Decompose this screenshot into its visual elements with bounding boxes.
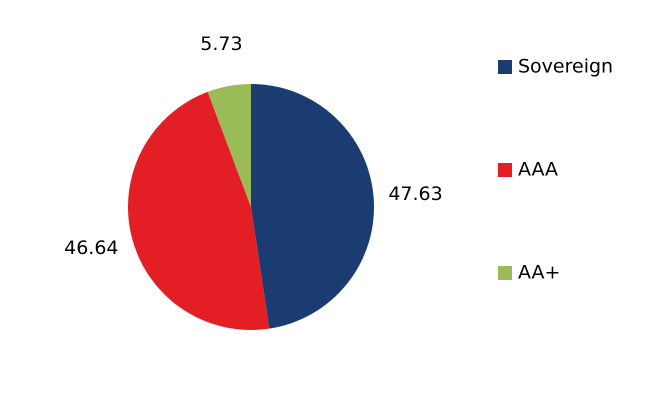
legend-swatch — [498, 163, 512, 177]
legend-label: Sovereign — [518, 56, 613, 78]
legend-swatch — [498, 266, 512, 280]
data-label: 47.63 — [388, 183, 442, 205]
pie-slice — [128, 91, 270, 330]
legend-label: AA+ — [518, 262, 560, 284]
legend-swatch — [498, 60, 512, 74]
pie-slice — [251, 84, 374, 329]
pie-slice — [207, 84, 251, 207]
legend-label: AAA — [518, 159, 558, 181]
data-label: 46.64 — [64, 237, 118, 259]
data-label: 5.73 — [200, 33, 242, 55]
